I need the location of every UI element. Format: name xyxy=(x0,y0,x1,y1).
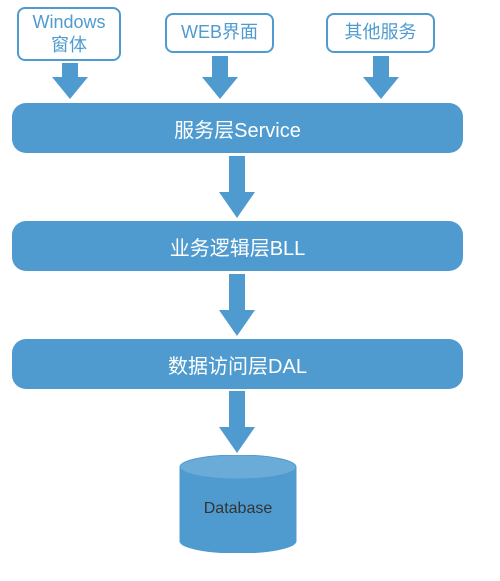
top-box-windows: Windows 窗体 xyxy=(17,7,121,61)
layer-service: 服务层Service xyxy=(12,103,463,153)
top-box-other: 其他服务 xyxy=(326,13,435,53)
arrow-down-icon xyxy=(219,274,255,336)
layer-dal: 数据访问层DAL xyxy=(12,339,463,389)
layer-label: 服务层Service xyxy=(174,114,301,143)
arrow-down-icon xyxy=(363,56,399,99)
layer-label: 数据访问层DAL xyxy=(168,350,307,379)
top-box-label: WEB界面 xyxy=(181,21,258,44)
database-label: Database xyxy=(204,500,273,518)
arrow-down-icon xyxy=(202,56,238,99)
arrow-down-icon xyxy=(52,63,88,99)
layer-bll: 业务逻辑层BLL xyxy=(12,221,463,271)
top-box-label: 其他服务 xyxy=(345,21,417,44)
database-cylinder: Database xyxy=(178,455,298,553)
top-box-label: Windows 窗体 xyxy=(32,11,105,58)
layer-label: 业务逻辑层BLL xyxy=(170,232,306,261)
arrow-down-icon xyxy=(219,156,255,218)
top-box-web: WEB界面 xyxy=(165,13,274,53)
arrow-down-icon xyxy=(219,391,255,453)
